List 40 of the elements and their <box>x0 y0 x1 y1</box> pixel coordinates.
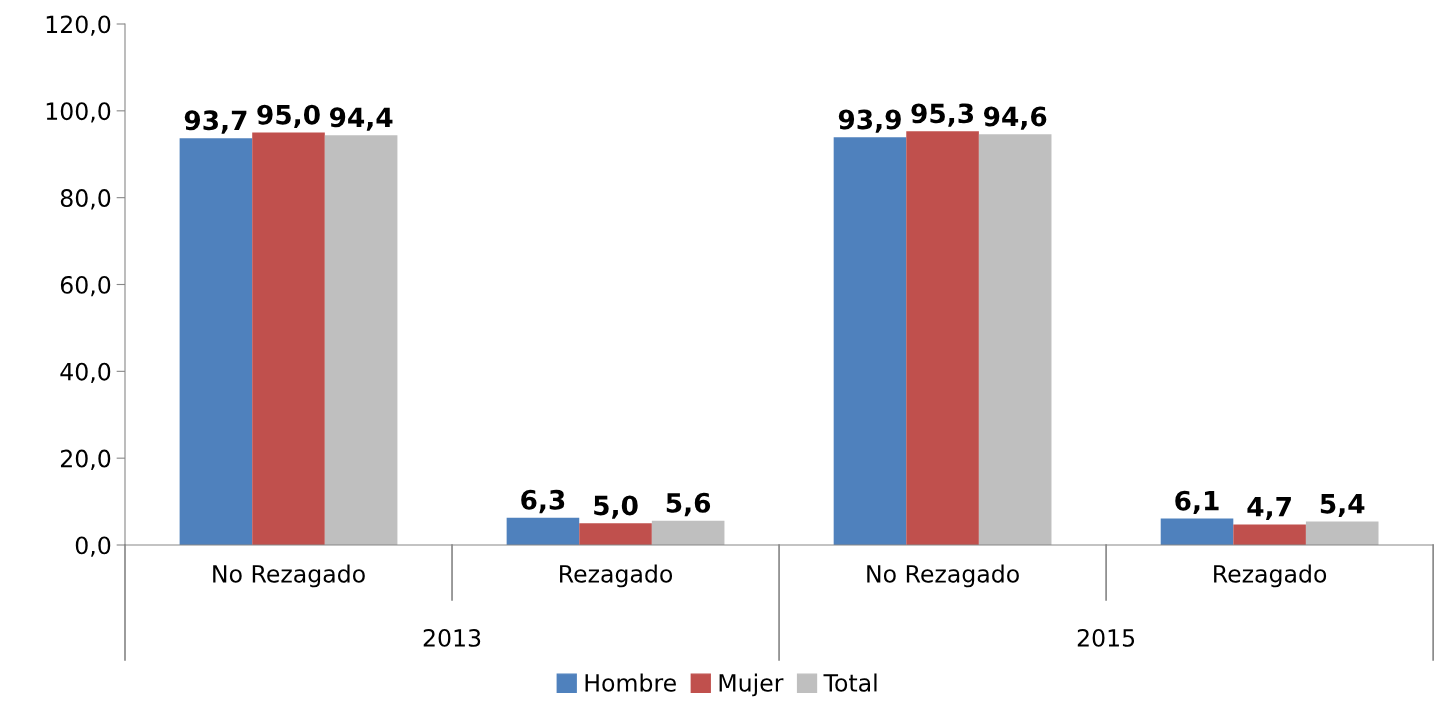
x-tick-label: No Rezagado <box>213 564 365 588</box>
bar <box>906 131 979 545</box>
bar <box>579 523 652 545</box>
data-label: 5,6 <box>666 492 711 517</box>
bar <box>1233 524 1306 545</box>
y-tick-label: 100,0 <box>46 102 111 123</box>
bar <box>978 134 1052 545</box>
data-label: 6,3 <box>521 489 565 514</box>
bar <box>1305 521 1379 545</box>
y-tick-label: 40,0 <box>60 362 111 384</box>
x-tick-label: No Rezagado <box>867 564 1019 588</box>
y-tick-label: 20,0 <box>60 449 111 470</box>
y-tick-label: 0,0 <box>75 536 111 557</box>
y-tick-label: 120,0 <box>46 15 111 36</box>
bar <box>324 135 398 545</box>
y-tick-label: 80,0 <box>60 189 111 210</box>
bar <box>833 137 907 545</box>
data-label: 4,7 <box>1247 497 1291 521</box>
x-tick-label: Rezagado <box>560 564 673 588</box>
y-tick-label: 60,0 <box>60 275 111 297</box>
data-label: 94,4 <box>329 107 393 131</box>
data-label: 5,0 <box>594 495 638 519</box>
bar <box>506 517 580 545</box>
x-tick-label: Rezagado <box>1214 564 1327 588</box>
bar <box>1160 518 1234 545</box>
text: 2015 <box>1077 628 1135 647</box>
data-label: 5,4 <box>1320 494 1365 518</box>
bar <box>179 138 253 545</box>
data-label: 94,6 <box>983 106 1047 130</box>
data-label: 6,1 <box>1175 490 1219 514</box>
legend-label: Total <box>823 673 877 692</box>
legend-label: Mujer <box>719 673 784 697</box>
data-label: 93,9 <box>838 109 901 133</box>
bar <box>651 520 725 545</box>
legend-label: Hombre <box>585 673 676 692</box>
bar <box>252 132 325 545</box>
data-label: 93,7 <box>184 110 247 134</box>
text: 2013 <box>423 628 481 647</box>
data-label: 95,3 <box>911 103 974 127</box>
data-label: 95,0 <box>257 104 320 129</box>
